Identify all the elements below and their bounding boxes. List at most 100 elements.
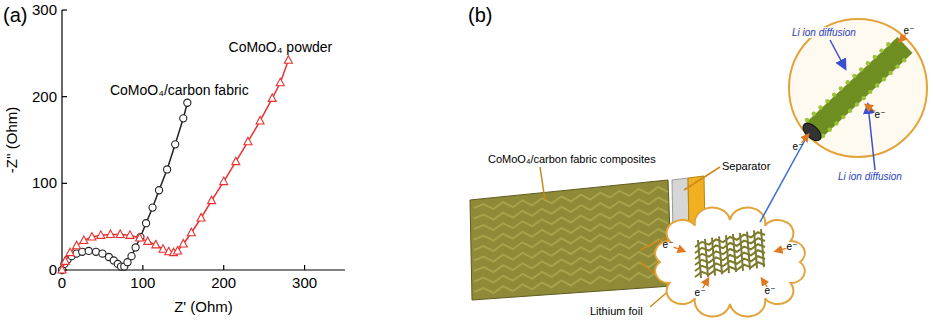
fiber-spikes [805, 42, 907, 138]
marker [152, 240, 160, 248]
fiber-end [800, 120, 824, 144]
marker [142, 220, 149, 227]
electron-label: e⁻ [787, 241, 798, 252]
y-tick [62, 9, 67, 10]
marker [220, 177, 228, 185]
spike [872, 55, 876, 59]
spike [895, 64, 899, 68]
marker [97, 231, 105, 239]
marker [232, 157, 240, 165]
label: Lithium foil [590, 305, 643, 317]
zoom-circle [789, 19, 927, 157]
electron-label: e⁻ [695, 287, 706, 298]
y-tick-label: 200 [32, 88, 57, 105]
spike [879, 48, 883, 52]
spike [859, 67, 863, 71]
x-tick-label: 200 [211, 274, 236, 291]
spike [848, 109, 852, 113]
mesh-line [761, 229, 764, 267]
zoom-cloud [655, 208, 804, 317]
marker [107, 230, 115, 238]
series-line [62, 60, 288, 270]
mesh [695, 229, 765, 278]
weave-line [474, 187, 668, 209]
weave-line [474, 229, 668, 251]
figure: (a)01002003000100200300Z' (Ohm)-Z'' (Ohm… [0, 0, 934, 321]
mesh-line [719, 236, 722, 274]
series-label: CoMoO₄/carbon fabric [110, 82, 249, 98]
spike [855, 102, 859, 106]
marker [155, 187, 162, 194]
weave-line [474, 197, 668, 219]
marker [61, 257, 69, 265]
electron-arrow [802, 135, 809, 143]
y-tick-label: 100 [32, 174, 57, 191]
marker [159, 245, 167, 253]
series-label: CoMoO₄ powder [229, 39, 333, 55]
marker [80, 236, 88, 244]
mesh-line [698, 240, 701, 278]
marker [132, 244, 139, 251]
marker [128, 253, 135, 260]
mesh-line [754, 230, 757, 268]
x-axis [62, 269, 345, 270]
marker [88, 233, 96, 241]
fiber [812, 45, 905, 132]
electron-arrow [762, 279, 767, 287]
spike [818, 105, 822, 109]
marker [180, 115, 187, 122]
mesh-line [695, 262, 765, 277]
spike [861, 96, 865, 100]
spike [825, 99, 829, 103]
marker [268, 94, 276, 102]
electron-label: e⁻ [765, 285, 776, 296]
pointer [684, 167, 720, 190]
label-bg [791, 27, 857, 38]
y-axis-title: -Z'' (Ohm) [3, 107, 20, 174]
marker [244, 137, 252, 145]
label: Separator [722, 160, 771, 172]
fabric-sheet [470, 180, 672, 300]
spike [852, 74, 856, 78]
marker [85, 247, 92, 254]
spike [845, 80, 849, 84]
x-axis-title: Z' (Ohm) [174, 298, 233, 315]
marker [172, 141, 179, 148]
weave-line [474, 208, 668, 230]
electron-arrow [866, 105, 875, 112]
weave-line [474, 218, 668, 240]
marker [149, 204, 156, 211]
electron-arrow [703, 279, 708, 288]
marker [174, 246, 182, 254]
fabric-weave [474, 187, 668, 293]
x-tick [304, 265, 305, 270]
y-axis [61, 10, 62, 270]
marker [144, 237, 152, 245]
marker [197, 214, 205, 222]
marker [126, 231, 134, 239]
marker [58, 266, 66, 274]
marker [136, 233, 144, 241]
marker [116, 230, 124, 238]
marker [184, 99, 191, 106]
panel-label: (a) [3, 4, 27, 26]
spike [832, 93, 836, 97]
electron-arrow [674, 247, 684, 251]
spike [834, 121, 838, 125]
y-tick [62, 96, 67, 97]
x-tick-label: 0 [58, 274, 66, 291]
marker [179, 240, 187, 248]
mesh-line [733, 234, 736, 272]
electron-arrow [776, 248, 786, 251]
mesh-line [747, 232, 750, 270]
x-tick-label: 300 [292, 274, 317, 291]
mesh-line [705, 239, 708, 277]
x-tick [223, 265, 224, 270]
electron-arrow [900, 35, 906, 42]
marker [208, 196, 216, 204]
panel-label: (b) [468, 4, 492, 26]
y-tick-label: 0 [49, 261, 57, 278]
mesh-line [740, 233, 743, 271]
spike [828, 127, 832, 131]
li-arrow [830, 40, 845, 68]
